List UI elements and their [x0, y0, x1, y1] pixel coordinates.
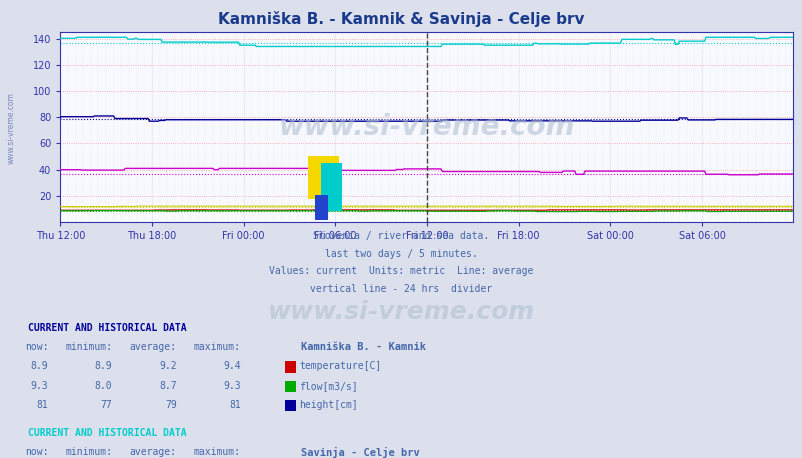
- Text: 9.4: 9.4: [223, 361, 241, 371]
- Text: last two days / 5 minutes.: last two days / 5 minutes.: [325, 249, 477, 259]
- Text: www.si-vreme.com: www.si-vreme.com: [6, 93, 15, 164]
- Text: 9.3: 9.3: [223, 381, 241, 391]
- Text: Savinja - Celje brv: Savinja - Celje brv: [301, 447, 419, 458]
- Text: vertical line - 24 hrs  divider: vertical line - 24 hrs divider: [310, 284, 492, 294]
- Text: 9.3: 9.3: [30, 381, 48, 391]
- Text: temperature[C]: temperature[C]: [299, 361, 381, 371]
- Text: 79: 79: [164, 400, 176, 410]
- Text: Kamniška B. - Kamnik & Savinja - Celje brv: Kamniška B. - Kamnik & Savinja - Celje b…: [218, 11, 584, 27]
- Text: 81: 81: [36, 400, 48, 410]
- Text: minimum:: minimum:: [65, 342, 112, 352]
- Text: www.si-vreme.com: www.si-vreme.com: [277, 113, 574, 141]
- Text: 8.9: 8.9: [95, 361, 112, 371]
- Text: Slovenia / river and sea data.: Slovenia / river and sea data.: [313, 231, 489, 241]
- Text: 81: 81: [229, 400, 241, 410]
- Text: now:: now:: [25, 342, 48, 352]
- Text: flow[m3/s]: flow[m3/s]: [299, 381, 358, 391]
- Text: CURRENT AND HISTORICAL DATA: CURRENT AND HISTORICAL DATA: [28, 428, 187, 438]
- Text: www.si-vreme.com: www.si-vreme.com: [268, 300, 534, 324]
- Text: average:: average:: [129, 342, 176, 352]
- Text: Kamniška B. - Kamnik: Kamniška B. - Kamnik: [301, 342, 426, 352]
- Text: 8.0: 8.0: [95, 381, 112, 391]
- Text: 8.7: 8.7: [159, 381, 176, 391]
- Text: maximum:: maximum:: [193, 447, 241, 458]
- Text: minimum:: minimum:: [65, 447, 112, 458]
- Text: 77: 77: [100, 400, 112, 410]
- Text: maximum:: maximum:: [193, 342, 241, 352]
- Text: Values: current  Units: metric  Line: average: Values: current Units: metric Line: aver…: [269, 266, 533, 276]
- Text: 8.9: 8.9: [30, 361, 48, 371]
- Text: 9.2: 9.2: [159, 361, 176, 371]
- Text: now:: now:: [25, 447, 48, 458]
- Text: CURRENT AND HISTORICAL DATA: CURRENT AND HISTORICAL DATA: [28, 323, 187, 333]
- Text: average:: average:: [129, 447, 176, 458]
- Text: height[cm]: height[cm]: [299, 400, 358, 410]
